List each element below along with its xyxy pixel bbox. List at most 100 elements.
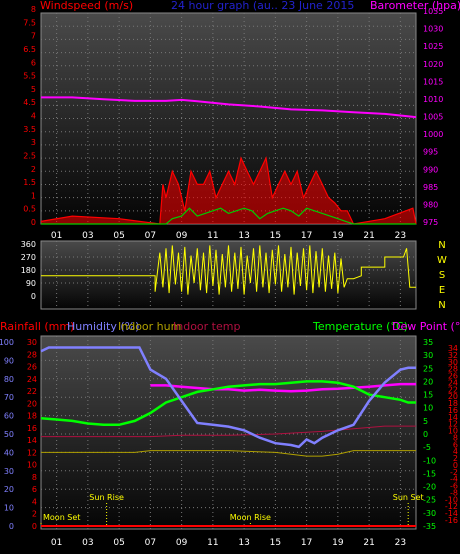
axis-tick-label: 14 <box>27 436 37 445</box>
axis-tick-label: 6 <box>453 440 458 449</box>
axis-tick-label: 32 <box>448 351 458 360</box>
axis-tick-label: 990 <box>423 165 438 174</box>
axis-tick-label: 12 <box>27 448 37 457</box>
panel2-grid <box>41 241 416 309</box>
axis-tick-label: 18 <box>448 399 458 408</box>
axis-tick-label: 5 <box>423 417 428 426</box>
windspeed-axis-label: Windspeed (m/s) <box>40 0 133 12</box>
axis-tick-label: 4 <box>453 447 458 456</box>
axis-tick-label: 16 <box>27 424 37 433</box>
humidity-axis-label: Humidity (%) <box>67 320 139 333</box>
axis-tick-label: 10 <box>27 461 37 470</box>
annotation-label: Moon Rise <box>230 513 271 522</box>
axis-tick-label: 1.5 <box>23 178 36 187</box>
compass-label: N <box>438 240 445 251</box>
axis-tick-label: 10 <box>423 404 433 413</box>
axis-tick-label: 40 <box>4 448 14 457</box>
time-tick-label: 05 <box>113 538 124 548</box>
axis-tick-label: 5.5 <box>23 72 36 81</box>
axis-tick-label: -10 <box>423 456 436 465</box>
axis-tick-label: 2 <box>31 165 36 174</box>
axis-tick-label: 35 <box>423 338 433 347</box>
annotation-label: Sun Set <box>393 493 424 502</box>
axis-tick-label: 30 <box>423 351 433 360</box>
axis-tick-label: 5 <box>31 85 36 94</box>
panel3-time-ticks: 01 03 05 07 09 11 13 15 17 19 21 23 <box>51 538 406 548</box>
axis-tick-label: 60 <box>4 412 14 421</box>
axis-tick-label: 0 <box>453 461 458 470</box>
axis-tick-label: 6 <box>32 485 37 494</box>
humidity-ticks: 0 10 20 30 40 50 60 70 80 90 100 <box>0 338 14 531</box>
chart-title: 24 hour graph (au.. 23 June 2015 <box>171 0 354 12</box>
indoor-hum-axis-label: Indoor hum <box>118 320 181 333</box>
time-tick-label: 11 <box>207 231 218 241</box>
axis-tick-label: -10 <box>445 495 458 504</box>
axis-tick-label: -12 <box>445 502 458 511</box>
axis-tick-label: 7 <box>31 32 36 41</box>
axis-tick-label: 2 <box>32 510 37 519</box>
time-tick-label: 01 <box>51 538 62 548</box>
axis-tick-label: 6 <box>31 58 36 67</box>
time-tick-label: 21 <box>363 538 374 548</box>
time-tick-label: 21 <box>363 231 374 241</box>
axis-tick-label: -8 <box>450 488 458 497</box>
wind-gust-area <box>41 158 416 224</box>
axis-tick-label: 90 <box>26 279 36 288</box>
dew-point-series <box>150 382 416 393</box>
axis-tick-label: 30 <box>4 467 14 476</box>
dew-point-axis-label: Dew Point (°C) <box>392 320 460 333</box>
axis-tick-label: -15 <box>423 469 436 478</box>
axis-tick-label: -16 <box>445 516 458 525</box>
axis-tick-label: 4 <box>31 112 36 121</box>
annotation-label: Sun Rise <box>89 493 124 502</box>
axis-tick-label: 20 <box>448 392 458 401</box>
axis-tick-label: 10 <box>448 427 458 436</box>
time-tick-label: 23 <box>395 538 406 548</box>
axis-tick-label: 0 <box>423 430 428 439</box>
direction-degree-ticks: 0 90 180 270 360 <box>21 240 36 301</box>
astronomy-annotations: Moon Set Sun Rise Moon Rise Sun Set <box>40 493 424 526</box>
axis-tick-label: 2 <box>453 454 458 463</box>
axis-tick-label: 70 <box>4 393 14 402</box>
axis-tick-label: -4 <box>450 475 458 484</box>
axis-tick-label: 0 <box>31 292 36 301</box>
temperature-axis-label: Temperature (°C) <box>312 320 408 333</box>
axis-tick-label: -6 <box>450 482 458 491</box>
axis-tick-label: 0 <box>9 522 14 531</box>
compass-label: W <box>437 255 447 266</box>
panel3-background <box>40 335 417 530</box>
axis-tick-label: 3 <box>31 138 36 147</box>
barometer-series <box>41 96 417 119</box>
axis-tick-label: 4 <box>32 497 37 506</box>
axis-tick-label: 7.5 <box>23 18 36 27</box>
dew-point-ticks: -16-14-12-10-8-6-4-202468101214161820222… <box>445 344 458 525</box>
wind-direction-series <box>41 245 416 295</box>
axis-tick-label: 22 <box>27 387 37 396</box>
axis-tick-label: 1 <box>31 191 36 200</box>
axis-tick-label: 0 <box>32 522 37 531</box>
axis-tick-label: 34 <box>448 344 458 353</box>
compass-label: E <box>439 285 445 296</box>
axis-tick-label: 4.5 <box>23 98 36 107</box>
axis-tick-label: 26 <box>27 363 37 372</box>
axis-tick-label: 90 <box>4 356 14 365</box>
axis-tick-label: 1030 <box>423 25 443 34</box>
axis-tick-label: -35 <box>423 522 436 531</box>
wind-average-series <box>41 207 416 225</box>
axis-tick-label: 80 <box>4 375 14 384</box>
axis-tick-label: 10 <box>4 504 14 513</box>
compass-label: S <box>439 270 445 281</box>
time-tick-label: 19 <box>332 231 344 241</box>
axis-tick-label: 0.5 <box>23 205 36 214</box>
axis-tick-label: -5 <box>423 443 431 452</box>
wind-barometer-panel: Windspeed (m/s) 24 hour graph (au.. 23 J… <box>23 0 460 241</box>
axis-tick-label: 20 <box>27 399 37 408</box>
axis-tick-label: 20 <box>423 377 433 386</box>
panel1-grid <box>41 13 416 224</box>
axis-tick-label: 0 <box>31 218 36 227</box>
axis-tick-label: 995 <box>423 148 438 157</box>
axis-tick-label: 1025 <box>423 42 443 51</box>
axis-tick-label: 8 <box>453 433 458 442</box>
axis-tick-label: 8 <box>31 5 36 14</box>
